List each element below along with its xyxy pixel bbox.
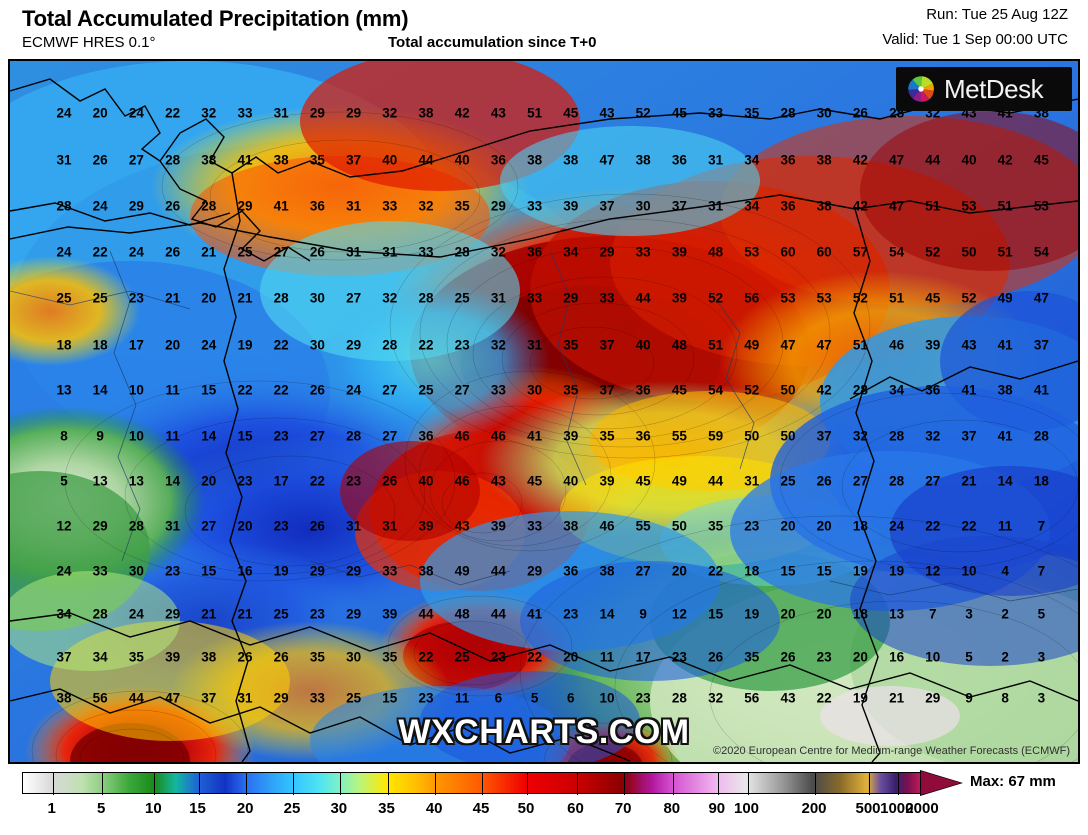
colorbar-tick-label: 25 [283, 800, 301, 817]
colorbar-tick [815, 773, 816, 795]
colorbar-tick [198, 773, 200, 795]
colorbar-tick [672, 773, 674, 795]
colorbar-scale[interactable] [22, 772, 924, 795]
valid-time-label: Valid: Tue 1 Sep 00:00 UTC [882, 31, 1068, 48]
pinwheel-icon [904, 72, 938, 106]
metdesk-logo[interactable]: MetDesk [896, 67, 1072, 111]
map-raster [10, 61, 1078, 762]
colorbar-tick [339, 773, 341, 795]
ecmwf-credit: ©2020 European Centre for Medium-range W… [713, 745, 1070, 757]
metdesk-label: MetDesk [944, 73, 1044, 104]
colorbar-tick-label: 30 [330, 800, 348, 817]
colorbar-tick [387, 773, 389, 795]
colorbar-tick [897, 773, 899, 795]
colorbar-tick-label: 5 [97, 800, 106, 817]
country-borders [10, 78, 1078, 762]
colorbar-tick-label: 50 [517, 800, 535, 817]
colorbar-tick [293, 773, 294, 795]
run-time-label: Run: Tue 25 Aug 12Z [926, 6, 1068, 23]
max-value-label: Max: 67 mm [970, 773, 1056, 790]
colorbar-tick [747, 773, 749, 795]
colorbar-tick [624, 773, 626, 795]
colorbar-tick [869, 773, 870, 795]
colorbar-tick-label: 100 [733, 800, 760, 817]
chart-header: Total Accumulated Precipitation (mm) ECM… [0, 0, 1088, 58]
colorbar-tick [482, 773, 483, 795]
colorbar-tick-label: 200 [801, 800, 827, 817]
colorbar-tick-label: 35 [378, 800, 395, 817]
colorbar-tick-label: 500 [855, 800, 881, 817]
colorbar-arrow [921, 771, 961, 795]
colorbar-tick [154, 773, 156, 795]
colorbar-tick-label: 90 [708, 800, 726, 817]
colorbar-tick-label: 40 [425, 800, 443, 817]
colorbar-tick-label: 45 [472, 800, 490, 817]
colorbar-tick [52, 773, 54, 795]
precipitation-map[interactable]: 24 20 24 22 32 33 31 29 29 32 38 42 43 51 45 43 52 45 33 35… [8, 59, 1080, 764]
colorbar-tick-label: 70 [614, 800, 632, 817]
colorbar-tick-label: 1000 [880, 800, 914, 817]
colorbar-tick [527, 773, 528, 795]
colorbar-tick-label: 1 [47, 800, 56, 817]
wxcharts-watermark: WXCHARTS.COM [398, 713, 690, 751]
colorbar-tick [576, 773, 578, 795]
map-field-svg [10, 61, 1078, 762]
colorbar-tick-label: 15 [189, 800, 206, 817]
page-title: Total Accumulated Precipitation (mm) [22, 6, 409, 31]
colorbar-tick-label: 20 [236, 800, 254, 817]
colorbar-tick-label: 60 [567, 800, 584, 817]
colorbar-tick-label: 2000 [905, 800, 939, 817]
colorbar-gradient [23, 773, 921, 793]
colorbar-tick [717, 773, 719, 795]
colorbar-tick [102, 773, 104, 795]
contour-lines [31, 111, 1078, 762]
colorbar-tick-label: 80 [663, 800, 681, 817]
colorbar-tick [435, 773, 437, 795]
colorbar-legend: 1 5 10 15 20 25 30 35 40 45 50 60 70 80 90 100 200 500 100… [8, 769, 1080, 832]
river-lines [10, 250, 1078, 602]
colorbar-tick-label: 10 [145, 800, 162, 817]
colorbar-tick [246, 773, 248, 795]
accumulation-subtitle: Total accumulation since T+0 [388, 34, 597, 51]
model-label: ECMWF HRES 0.1° [22, 34, 156, 51]
